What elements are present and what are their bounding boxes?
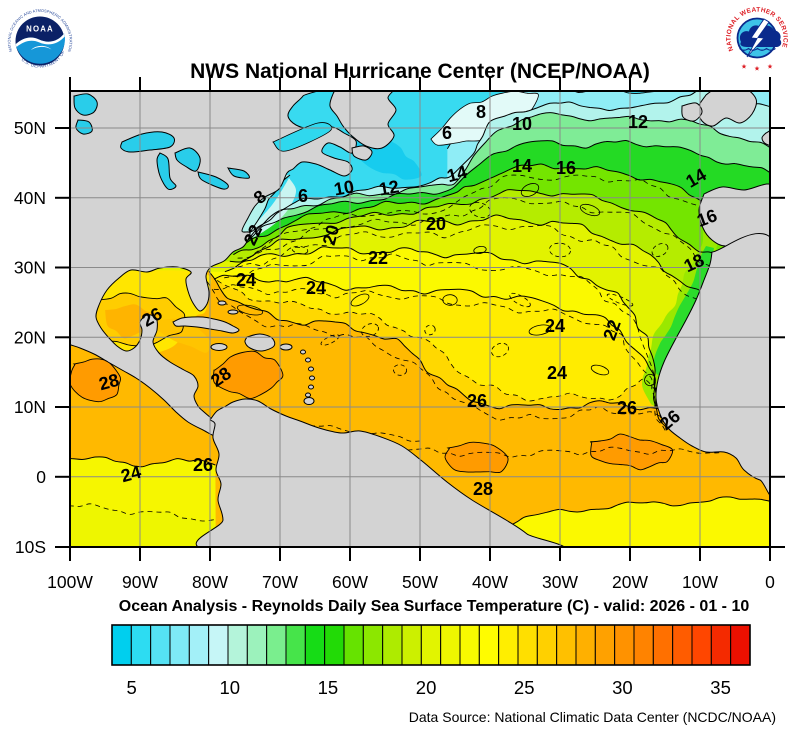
svg-text:90W: 90W (122, 572, 158, 592)
svg-text:0: 0 (36, 467, 46, 487)
svg-text:6: 6 (298, 186, 308, 206)
svg-text:25: 25 (514, 677, 535, 698)
svg-text:12: 12 (377, 176, 400, 199)
svg-text:24: 24 (236, 270, 256, 290)
svg-text:26: 26 (193, 455, 213, 475)
svg-text:12: 12 (628, 112, 648, 132)
svg-text:26: 26 (467, 391, 487, 411)
svg-text:5: 5 (126, 677, 136, 698)
svg-text:30: 30 (612, 677, 633, 698)
svg-text:24: 24 (547, 363, 567, 383)
svg-text:50N: 50N (14, 118, 46, 138)
svg-text:100W: 100W (47, 572, 93, 592)
svg-text:8: 8 (476, 102, 486, 122)
svg-text:70W: 70W (262, 572, 298, 592)
svg-text:16: 16 (556, 158, 576, 178)
svg-text:22: 22 (368, 248, 388, 268)
svg-text:24: 24 (306, 278, 326, 298)
svg-text:Data Source: National Climatic: Data Source: National Climatic Data Cent… (409, 709, 776, 725)
svg-text:NOAA: NOAA (26, 25, 54, 34)
svg-text:20W: 20W (612, 572, 648, 592)
svg-text:15: 15 (318, 677, 339, 698)
svg-text:Ocean Analysis - Reynolds Dail: Ocean Analysis - Reynolds Daily Sea Surf… (119, 598, 750, 615)
svg-text:40N: 40N (14, 188, 46, 208)
svg-text:35: 35 (710, 677, 731, 698)
svg-text:30N: 30N (14, 258, 46, 278)
svg-text:40W: 40W (472, 572, 508, 592)
svg-text:0: 0 (765, 572, 775, 592)
svg-text:50W: 50W (402, 572, 438, 592)
svg-text:14: 14 (512, 156, 532, 176)
svg-text:24: 24 (545, 316, 565, 336)
svg-text:10N: 10N (14, 397, 46, 417)
svg-text:30W: 30W (542, 572, 578, 592)
svg-text:28: 28 (473, 479, 493, 499)
svg-text:20: 20 (416, 677, 437, 698)
svg-text:20: 20 (426, 214, 446, 234)
svg-text:10W: 10W (682, 572, 718, 592)
svg-text:10: 10 (512, 114, 532, 134)
svg-text:10: 10 (332, 176, 355, 199)
svg-text:80W: 80W (192, 572, 228, 592)
svg-text:20N: 20N (14, 327, 46, 347)
svg-text:6: 6 (442, 123, 452, 143)
svg-text:10S: 10S (15, 537, 46, 557)
svg-text:10: 10 (220, 677, 241, 698)
svg-text:NWS National Hurricane Center: NWS National Hurricane Center (NCEP/NOAA… (190, 60, 650, 83)
svg-text:26: 26 (617, 398, 637, 418)
svg-text:60W: 60W (332, 572, 368, 592)
